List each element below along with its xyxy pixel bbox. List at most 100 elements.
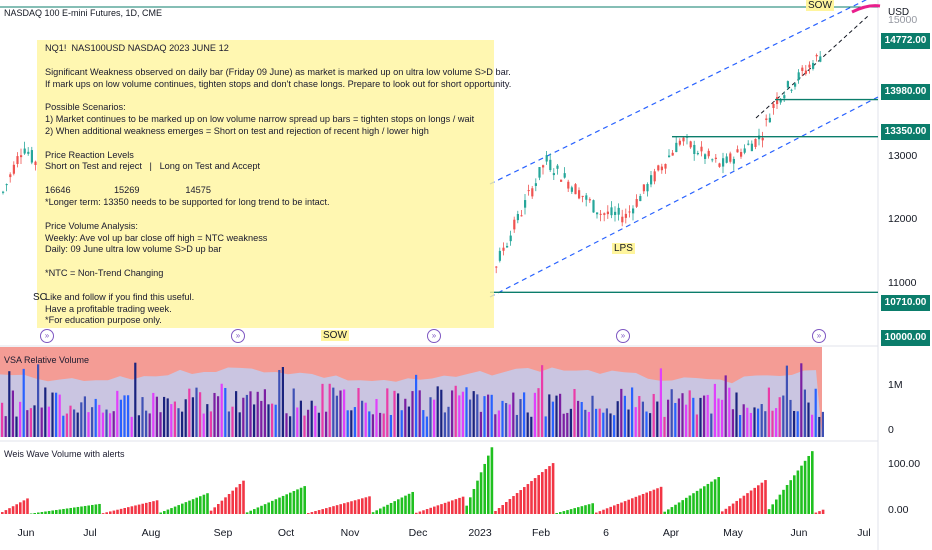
note-line: 1) Market continues to be marked up on l… — [45, 114, 475, 125]
candle-body — [797, 72, 800, 81]
currency-label[interactable]: USD — [888, 7, 910, 18]
wave-bar — [613, 505, 616, 514]
event-icon[interactable]: » — [616, 329, 630, 343]
note-line — [45, 138, 493, 150]
event-icon[interactable]: » — [40, 329, 54, 343]
wave-bar — [231, 490, 234, 514]
wave-bar — [382, 506, 386, 514]
wave-bar — [87, 505, 90, 514]
wave-bar — [811, 451, 814, 514]
note-line: Weekly: Ave vol up bar close off high = … — [45, 232, 268, 243]
candle-body — [700, 146, 703, 152]
wave-bar — [782, 489, 785, 514]
vsa-bar — [119, 399, 122, 437]
vsa-bar — [609, 413, 612, 437]
wave-bar — [245, 512, 249, 514]
vsa-pane-title[interactable]: VSA Relative Volume — [4, 355, 90, 365]
wave-bar — [119, 508, 123, 514]
vsa-bar — [235, 391, 238, 437]
vsa-bar — [443, 412, 446, 437]
candle-body — [783, 95, 786, 99]
note-line: Have a profitable trading week. — [45, 303, 172, 314]
vsa-bar — [472, 391, 475, 437]
wave-bar — [271, 500, 274, 514]
vsa-bar — [231, 406, 234, 437]
vsa-bar — [209, 411, 212, 437]
event-icon[interactable]: » — [231, 329, 245, 343]
wave-bar — [181, 503, 184, 514]
wave-bar — [220, 500, 224, 514]
wave-bar — [152, 501, 155, 514]
note-line: Price Reaction Levels — [45, 149, 134, 160]
wave-bar — [663, 511, 666, 514]
vsa-bar — [141, 397, 144, 437]
vsa-bar — [353, 407, 356, 437]
wave-bar — [544, 469, 548, 514]
vsa-bar — [436, 386, 439, 437]
candle-body — [596, 212, 599, 215]
wave-bar — [454, 499, 458, 514]
candle-body — [678, 140, 681, 145]
vsa-bar — [530, 416, 533, 437]
price-tag-14772[interactable]: 14772.00 — [881, 33, 930, 49]
vsa-bar — [757, 408, 760, 437]
vsa-bar — [152, 392, 155, 437]
event-icon[interactable]: » — [427, 329, 441, 343]
wave-bar — [649, 491, 652, 514]
wave-bar — [479, 472, 483, 514]
price-tag-10710[interactable]: 10710.00 — [881, 295, 930, 311]
vsa-bar — [397, 393, 400, 437]
event-icon[interactable]: » — [812, 329, 826, 343]
vsa-bar — [659, 368, 662, 437]
wave-bar — [418, 511, 422, 514]
wave-bar — [145, 502, 148, 514]
wave-bar — [641, 493, 645, 514]
projection-line — [755, 15, 869, 119]
vsa-bar — [634, 407, 637, 437]
wave-bar — [29, 513, 33, 514]
wave-bar — [537, 475, 540, 514]
wave-bar — [519, 490, 522, 514]
wave-bar — [339, 504, 342, 514]
wave-bar — [141, 503, 144, 514]
price-tag-13350[interactable]: 13350.00 — [881, 124, 930, 140]
wave-bar — [433, 506, 436, 514]
candle-body — [642, 184, 645, 192]
price-tag-10000[interactable]: 10000.00 — [881, 330, 930, 346]
candle-body — [786, 81, 789, 88]
wave-bar — [310, 512, 314, 514]
vsa-bar — [58, 394, 61, 437]
x-tick-label: Jun — [790, 527, 808, 539]
candle-body — [815, 54, 818, 57]
wave-bar — [472, 488, 476, 514]
candle-body — [682, 137, 685, 142]
wave-pane-title[interactable]: Weis Wave Volume with alerts — [4, 449, 125, 459]
vsa-bar — [821, 411, 824, 437]
wave-tick-0: 0.00 — [888, 504, 909, 516]
candle-body — [516, 214, 519, 221]
wave-bar — [753, 487, 756, 514]
vsa-bar — [674, 402, 677, 437]
wave-bar — [353, 500, 357, 514]
vsa-tick-0: 0 — [888, 424, 894, 436]
vsa-bar — [699, 397, 702, 437]
vsa-bar — [706, 394, 709, 437]
vsa-tick-1m: 1M — [888, 379, 903, 391]
vsa-bar — [404, 398, 407, 437]
analysis-note[interactable]: NQ1! NAS100USD NASDAQ 2023 JUNE 12 Signi… — [45, 43, 512, 327]
vsa-bar — [166, 398, 169, 437]
wave-bar — [11, 506, 15, 514]
vsa-bar — [451, 390, 454, 437]
wave-bar — [677, 502, 681, 514]
vsa-bar — [274, 404, 277, 437]
vsa-bar — [44, 387, 47, 437]
wave-bar — [634, 496, 638, 514]
vsa-bar — [692, 397, 695, 437]
vsa-bar — [253, 404, 256, 437]
note-line: If mark ups on low volume continues, tig… — [45, 78, 512, 89]
wave-bar — [249, 510, 252, 514]
price-tag-13980[interactable]: 13980.00 — [881, 84, 930, 100]
wave-bar — [263, 504, 267, 514]
candle-body — [689, 141, 692, 148]
